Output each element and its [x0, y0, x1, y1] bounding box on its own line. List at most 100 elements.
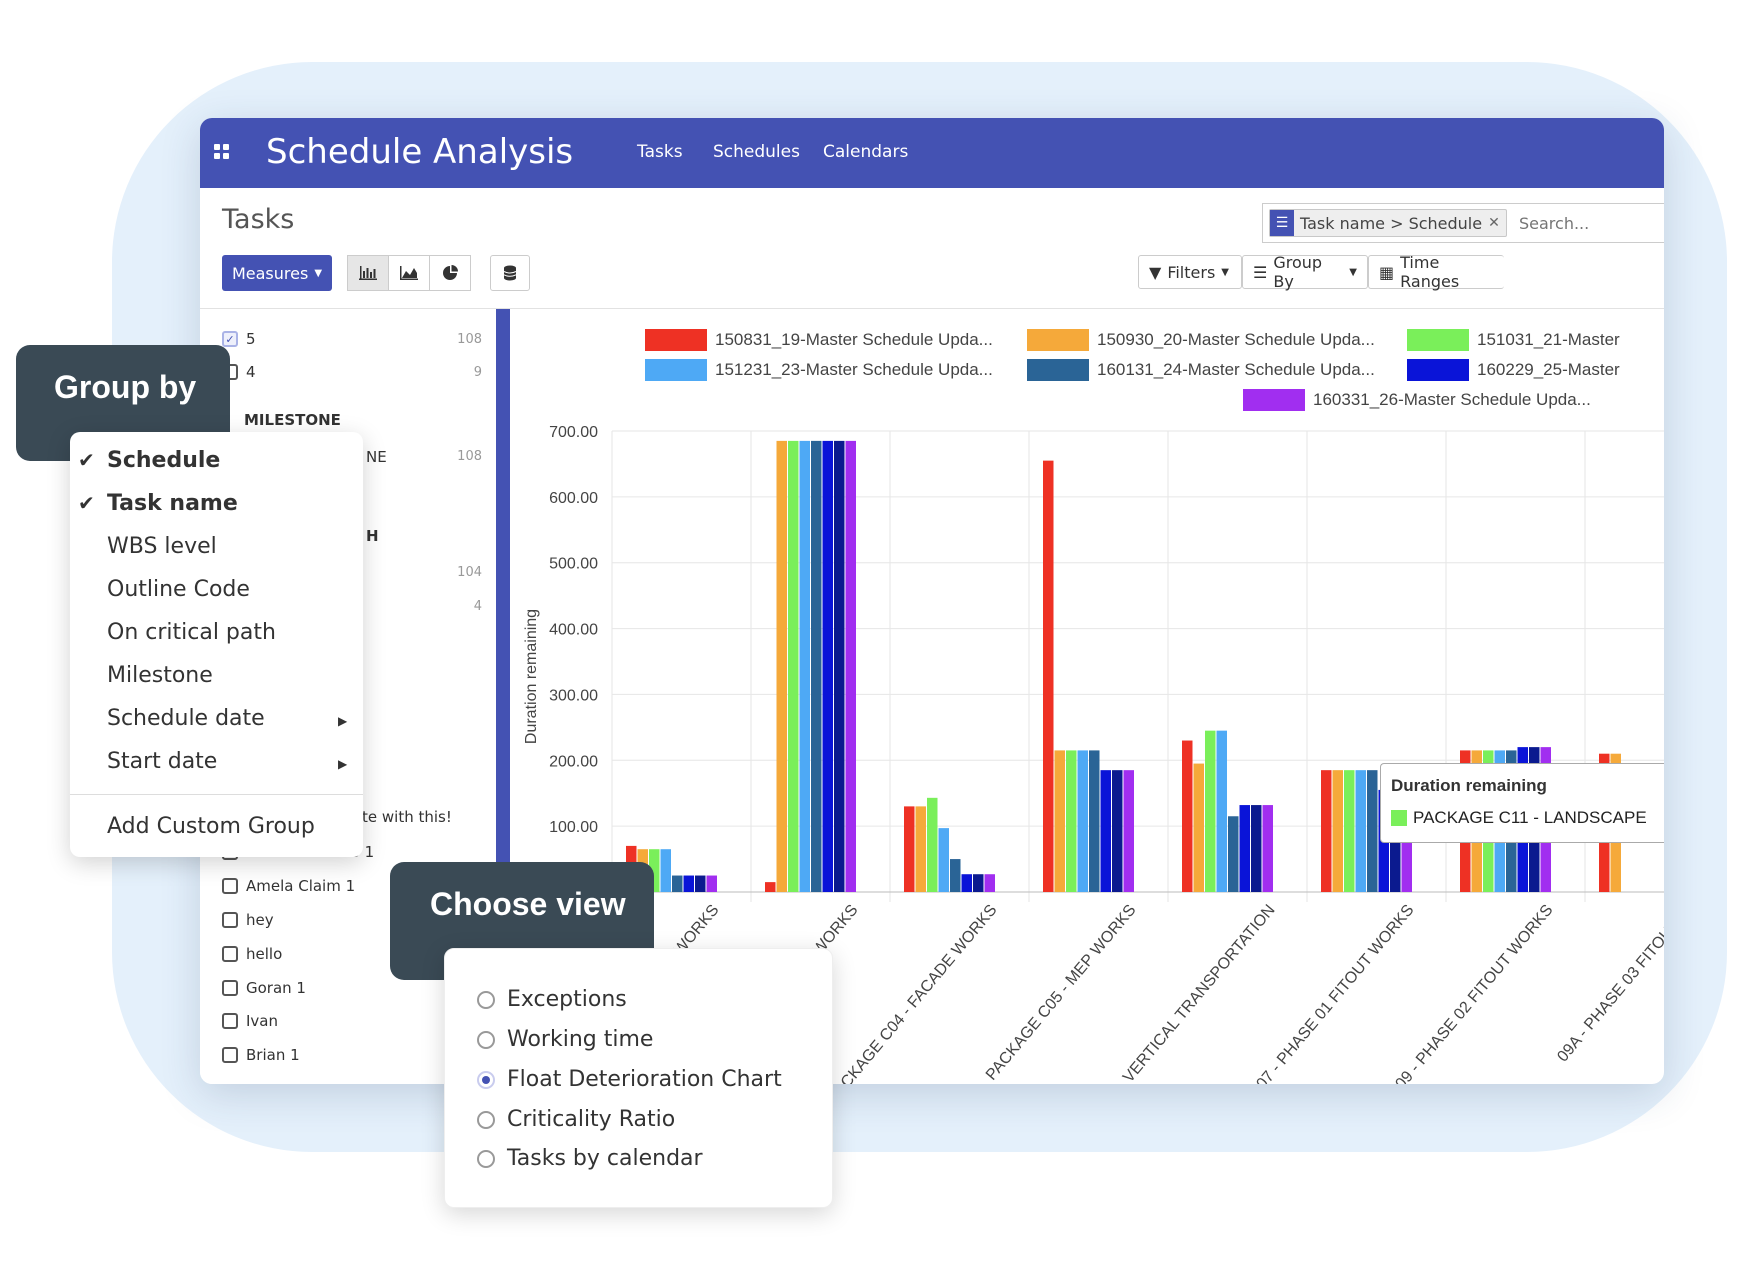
chart-bar [834, 440, 845, 892]
legend-swatch [1407, 359, 1469, 381]
list-item[interactable]: hey [222, 911, 274, 929]
legend-item[interactable]: 160131_24-Master Schedule Upda... [1027, 359, 1375, 381]
breadcrumb[interactable]: Tasks [222, 204, 295, 235]
partial-text: te with this! [362, 808, 452, 826]
list-item[interactable]: hello [222, 945, 282, 963]
group-by-schedule[interactable]: Schedule [107, 448, 221, 473]
group-by-start-date[interactable]: Start date [107, 749, 218, 774]
search-bar: ☰ Task name > Schedule ✕ [1262, 203, 1664, 243]
legend-item[interactable]: 150831_19-Master Schedule Upda... [645, 329, 993, 351]
chevron-right-icon: ▶ [338, 714, 348, 728]
add-custom-group[interactable]: Add Custom Group [107, 814, 315, 839]
apps-grid-icon[interactable] [214, 144, 230, 160]
legend-swatch [645, 359, 707, 381]
line-chart-icon[interactable] [388, 255, 430, 291]
nav-calendars[interactable]: Calendars [823, 142, 909, 162]
radio-button[interactable] [477, 1149, 495, 1168]
legend-item[interactable]: 160229_25-Master [1407, 359, 1620, 381]
checkbox[interactable] [222, 878, 238, 894]
group-by-milestone[interactable]: Milestone [107, 663, 213, 688]
group-by-task-name[interactable]: Task name [107, 491, 238, 516]
x-tick-label: ACKAGE C04 - FACADE WORKS [831, 902, 1001, 1084]
x-tick-label: C09 - PHASE 02 FITOUT WORKS [1385, 902, 1557, 1084]
group-by-outline-code[interactable]: Outline Code [107, 577, 250, 602]
view-option-criticality-ratio[interactable]: Criticality Ratio [477, 1107, 675, 1132]
list-item[interactable]: Brian 1 [222, 1046, 300, 1064]
view-option-label: Tasks by calendar [507, 1146, 703, 1171]
nav-schedules[interactable]: Schedules [713, 142, 800, 162]
chart-bar [984, 874, 995, 892]
checkbox[interactable] [222, 1013, 238, 1029]
legend-label: 160331_26-Master Schedule Upda... [1313, 390, 1591, 409]
pie-chart-icon[interactable] [429, 255, 471, 291]
measures-button[interactable]: Measures ▼ [222, 255, 332, 291]
chart-bar [660, 849, 671, 892]
group-by-callout-label: Group by [54, 369, 197, 405]
view-option-working-time[interactable]: Working time [477, 1027, 653, 1052]
list-item[interactable]: ✓ 5 [222, 330, 256, 348]
y-tick-label: 600.00 [549, 490, 598, 507]
legend-swatch [1243, 389, 1305, 411]
chart-bar [1344, 770, 1355, 892]
app-window: Schedule Analysis Tasks Schedules Calend… [200, 118, 1664, 1084]
chart-bar [672, 875, 683, 892]
legend-item[interactable]: 160331_26-Master Schedule Upda... [1243, 389, 1591, 411]
chart-bar [904, 806, 915, 892]
chart-bar [1205, 730, 1216, 892]
chart-bar [1066, 750, 1077, 892]
checkbox[interactable] [222, 912, 238, 928]
checkbox[interactable] [222, 980, 238, 996]
legend-swatch [645, 329, 707, 351]
chart-bar [973, 874, 984, 892]
radio-button[interactable] [477, 1110, 495, 1129]
radio-button[interactable] [477, 1030, 495, 1049]
row-label: Ivan [246, 1012, 278, 1030]
chart-bar [822, 440, 833, 892]
bar-chart-icon[interactable] [347, 255, 389, 291]
view-option-float-deterioration[interactable]: Float Deterioration Chart [477, 1067, 782, 1092]
chart-bar [1182, 740, 1193, 892]
database-icon[interactable] [490, 255, 530, 291]
row-label: Amela Claim 1 [246, 877, 356, 895]
view-option-label: Criticality Ratio [507, 1107, 676, 1132]
chart-bar [1321, 770, 1332, 892]
filters-button[interactable]: ▼ Filters ▼ [1138, 255, 1242, 289]
view-option-tasks-by-calendar[interactable]: Tasks by calendar [477, 1146, 703, 1171]
partial-text: NE [366, 448, 387, 466]
legend-item[interactable]: 150930_20-Master Schedule Upda... [1027, 329, 1375, 351]
chart-bar [706, 875, 717, 892]
chart-bar [649, 849, 660, 892]
group-by-critical-path[interactable]: On critical path [107, 620, 276, 645]
radio-button-selected[interactable] [477, 1070, 495, 1089]
legend-label: 150831_19-Master Schedule Upda... [715, 330, 993, 349]
nav-tasks[interactable]: Tasks [637, 142, 683, 162]
groupby-button[interactable]: ☰ Group By ▼ [1242, 253, 1368, 291]
view-option-exceptions[interactable]: Exceptions [477, 987, 627, 1012]
list-item[interactable]: Goran 1 [222, 979, 306, 997]
y-tick-label: 400.00 [549, 622, 598, 639]
radio-button[interactable] [477, 990, 495, 1009]
group-by-wbs-level[interactable]: WBS level [107, 534, 217, 559]
caret-down-icon: ▼ [1349, 266, 1357, 278]
checkbox[interactable] [222, 946, 238, 962]
legend-label: 150930_20-Master Schedule Upda... [1097, 330, 1375, 349]
legend-swatch [1027, 359, 1089, 381]
list-item[interactable]: Ivan [222, 1012, 278, 1030]
search-input[interactable] [1517, 209, 1661, 237]
list-item[interactable]: Amela Claim 1 [222, 877, 355, 895]
chart-bar [1367, 770, 1378, 892]
toolbar-divider [200, 308, 1664, 309]
group-by-schedule-date[interactable]: Schedule date [107, 706, 265, 731]
checkbox-checked[interactable]: ✓ [222, 331, 238, 347]
legend-item[interactable]: 151031_21-Master [1407, 329, 1620, 351]
menu-divider [70, 794, 363, 795]
checkbox[interactable] [222, 1047, 238, 1063]
app-title: Schedule Analysis [266, 132, 574, 172]
y-tick-label: 500.00 [549, 556, 598, 573]
legend-item[interactable]: 151231_23-Master Schedule Upda... [645, 359, 993, 381]
chart-bar [811, 440, 822, 892]
facet-close-icon[interactable]: ✕ [1488, 215, 1500, 231]
time-ranges-button[interactable]: ▦ Time Ranges [1368, 253, 1504, 291]
calendar-icon: ▦ [1379, 262, 1395, 282]
chart-bar [1043, 460, 1054, 892]
